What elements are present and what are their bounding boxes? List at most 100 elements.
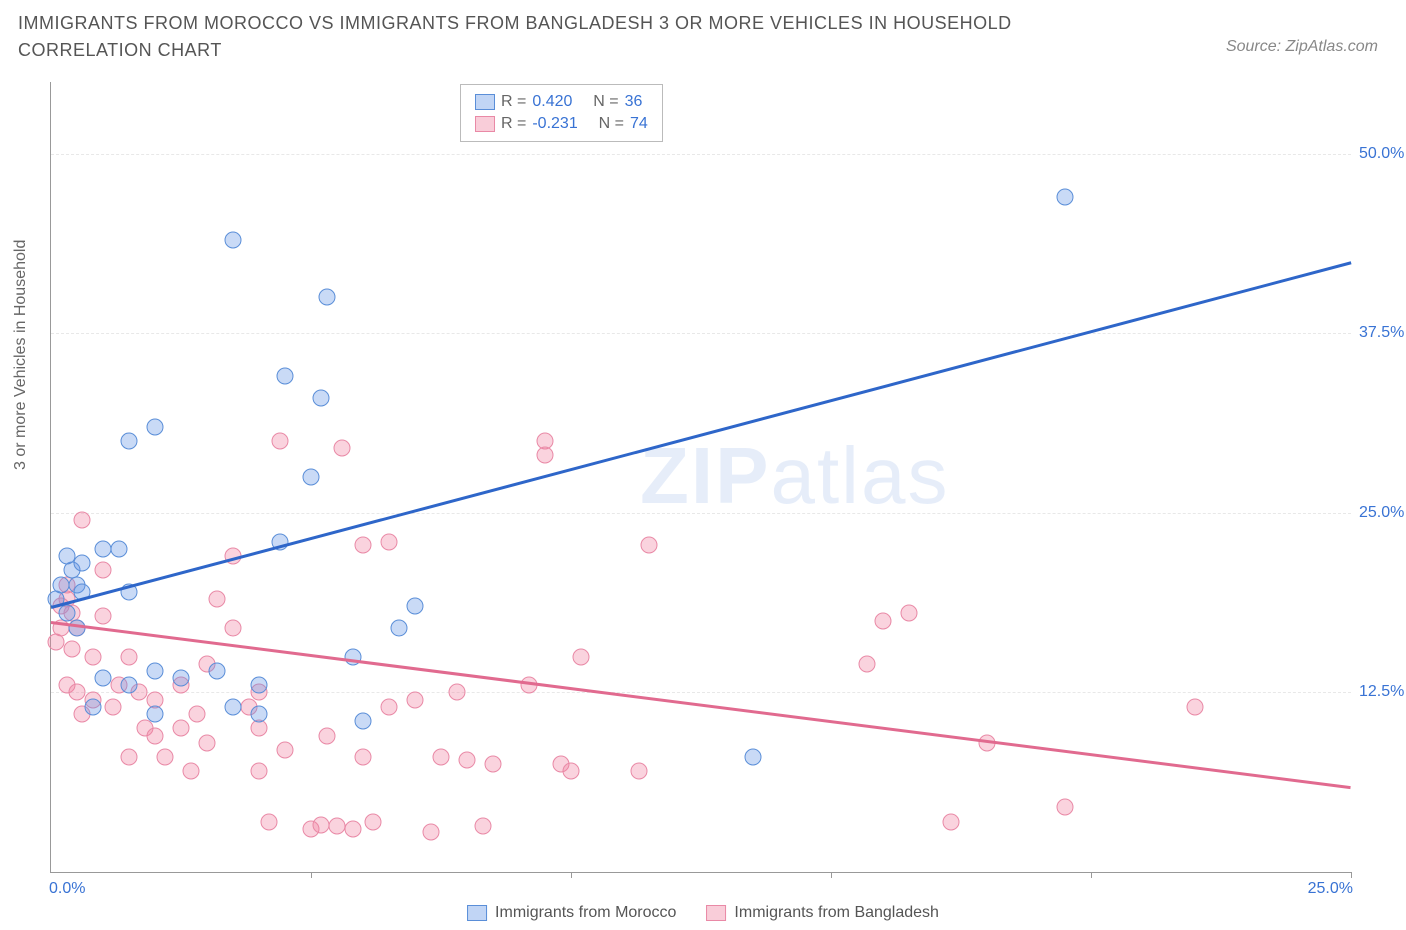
x-tick — [311, 872, 312, 878]
data-point — [563, 763, 580, 780]
data-point — [355, 536, 372, 553]
data-point — [459, 751, 476, 768]
data-point — [334, 440, 351, 457]
data-point — [303, 469, 320, 486]
grid-line — [51, 692, 1351, 693]
data-point — [271, 433, 288, 450]
data-point — [147, 706, 164, 723]
data-point — [859, 655, 876, 672]
data-point — [53, 576, 70, 593]
chart-area: 0.0% 25.0% 12.5%25.0%37.5%50.0% — [50, 82, 1351, 873]
data-point — [121, 677, 138, 694]
data-point — [745, 749, 762, 766]
y-axis-label: 3 or more Vehicles in Household — [12, 240, 30, 470]
data-point — [630, 763, 647, 780]
n-label-1: N = — [593, 91, 618, 113]
data-point — [448, 684, 465, 701]
data-point — [573, 648, 590, 665]
legend-item-2: Immigrants from Bangladesh — [706, 904, 939, 922]
x-tick — [831, 872, 832, 878]
source-label: Source: ZipAtlas.com — [1226, 38, 1378, 56]
data-point — [95, 670, 112, 687]
data-point — [95, 608, 112, 625]
data-point — [641, 536, 658, 553]
data-point — [329, 818, 346, 835]
data-point — [225, 698, 242, 715]
data-point — [537, 447, 554, 464]
data-point — [355, 749, 372, 766]
swatch-series-2 — [475, 116, 495, 132]
data-point — [110, 540, 127, 557]
data-point — [225, 619, 242, 636]
y-tick-label: 37.5% — [1359, 324, 1406, 342]
data-point — [173, 670, 190, 687]
data-point — [157, 749, 174, 766]
n-value-1: 36 — [625, 91, 643, 113]
x-tick — [1091, 872, 1092, 878]
legend-row-1: R = 0.420 N = 36 — [475, 91, 648, 113]
data-point — [433, 749, 450, 766]
data-point — [277, 741, 294, 758]
legend-row-2: R = -0.231 N = 74 — [475, 113, 648, 135]
swatch-2-bottom — [706, 905, 726, 921]
x-tick — [1351, 872, 1352, 878]
data-point — [318, 727, 335, 744]
data-point — [381, 533, 398, 550]
data-point — [147, 727, 164, 744]
n-label-2: N = — [599, 113, 624, 135]
y-tick-label: 25.0% — [1359, 504, 1406, 522]
r-label-1: R = — [501, 91, 526, 113]
bottom-legend: Immigrants from Morocco Immigrants from … — [467, 904, 939, 922]
x-tick — [571, 872, 572, 878]
swatch-1-bottom — [467, 905, 487, 921]
data-point — [188, 706, 205, 723]
trend-line — [51, 262, 1352, 609]
correlation-legend: R = 0.420 N = 36 R = -0.231 N = 74 — [460, 84, 663, 142]
x-max-label: 25.0% — [1308, 880, 1353, 898]
grid-line — [51, 513, 1351, 514]
data-point — [84, 648, 101, 665]
data-point — [209, 591, 226, 608]
data-point — [313, 816, 330, 833]
data-point — [313, 390, 330, 407]
data-point — [121, 648, 138, 665]
data-point — [58, 548, 75, 565]
data-point — [355, 713, 372, 730]
data-point — [344, 820, 361, 837]
data-point — [875, 612, 892, 629]
y-tick-label: 50.0% — [1359, 145, 1406, 163]
data-point — [521, 677, 538, 694]
grid-line — [51, 154, 1351, 155]
data-point — [485, 756, 502, 773]
data-point — [105, 698, 122, 715]
r-value-2: -0.231 — [532, 113, 577, 135]
data-point — [365, 813, 382, 830]
data-point — [84, 698, 101, 715]
data-point — [474, 818, 491, 835]
data-point — [74, 512, 91, 529]
data-point — [251, 706, 268, 723]
data-point — [901, 605, 918, 622]
data-point — [225, 232, 242, 249]
data-point — [199, 734, 216, 751]
data-point — [173, 720, 190, 737]
data-point — [1057, 799, 1074, 816]
r-label-2: R = — [501, 113, 526, 135]
legend-item-1: Immigrants from Morocco — [467, 904, 676, 922]
series-1-name: Immigrants from Morocco — [495, 904, 676, 922]
y-tick-label: 12.5% — [1359, 683, 1406, 701]
data-point — [95, 562, 112, 579]
data-point — [1187, 698, 1204, 715]
data-point — [69, 684, 86, 701]
data-point — [942, 813, 959, 830]
grid-line — [51, 333, 1351, 334]
data-point — [391, 619, 408, 636]
data-point — [381, 698, 398, 715]
chart-title: IMMIGRANTS FROM MOROCCO VS IMMIGRANTS FR… — [18, 10, 1118, 64]
data-point — [277, 368, 294, 385]
data-point — [407, 691, 424, 708]
data-point — [69, 619, 86, 636]
n-value-2: 74 — [630, 113, 648, 135]
x-min-label: 0.0% — [49, 880, 85, 898]
data-point — [95, 540, 112, 557]
